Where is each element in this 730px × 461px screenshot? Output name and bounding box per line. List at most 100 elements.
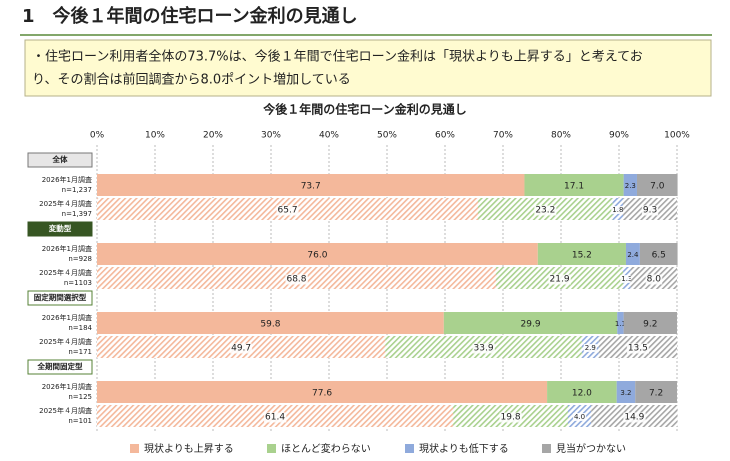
label-bg bbox=[264, 412, 287, 423]
label-bg bbox=[626, 343, 649, 354]
value-label: 29.9 bbox=[521, 320, 541, 330]
value-label: 1.8 bbox=[612, 206, 623, 214]
value-label: 33.9 bbox=[474, 344, 494, 354]
value-label: 6.5 bbox=[652, 251, 666, 261]
legend-label: 見当がつかない bbox=[556, 442, 626, 455]
group-box bbox=[27, 152, 93, 168]
value-label: 7.2 bbox=[649, 389, 663, 399]
category-label: 2025年４月調査 bbox=[39, 406, 92, 415]
value-label: 3.2 bbox=[620, 389, 631, 397]
note-line: ・住宅ローン利用者全体の73.7%は、今後１年間で住宅ローン金利は「現状よりも上… bbox=[32, 49, 643, 65]
value-label: 2.3 bbox=[625, 182, 636, 190]
bar-segment bbox=[97, 174, 525, 196]
value-label: 9.2 bbox=[643, 320, 657, 330]
note-line: り、その割合は前回調査から8.0ポイント増加している bbox=[32, 72, 351, 88]
group-label: 固定期間選択型 bbox=[34, 292, 87, 302]
value-label: 23.2 bbox=[535, 206, 555, 216]
sample-size: n=1103 bbox=[64, 279, 92, 287]
label-bg bbox=[499, 412, 522, 423]
bar-segment bbox=[97, 243, 538, 265]
bar-segment bbox=[547, 381, 617, 403]
bar-segment bbox=[625, 243, 640, 265]
legend-label: ほとんど変わらない bbox=[281, 442, 371, 455]
legend-label: 現状よりも上昇する bbox=[144, 442, 234, 455]
bar-segment bbox=[636, 174, 678, 196]
value-label: 73.7 bbox=[301, 182, 321, 192]
sample-size: n=184 bbox=[68, 324, 92, 332]
category-label: 2025年４月調査 bbox=[39, 268, 92, 277]
group-box bbox=[27, 359, 93, 375]
label-bg bbox=[534, 205, 557, 216]
x-tick-label: 30% bbox=[261, 131, 281, 141]
x-tick-label: 100% bbox=[664, 131, 690, 141]
bar-segment bbox=[97, 381, 548, 403]
value-label: 65.7 bbox=[278, 206, 298, 216]
bar-segment bbox=[635, 381, 677, 403]
bar-segment bbox=[97, 312, 444, 334]
value-label: 8.0 bbox=[647, 275, 662, 285]
note-box bbox=[24, 39, 712, 97]
category-label: 2026年1月調査 bbox=[42, 175, 92, 184]
group-label: 全期間固定型 bbox=[37, 361, 83, 371]
bar-segment bbox=[639, 243, 678, 265]
bar-segment bbox=[616, 381, 636, 403]
x-tick-label: 50% bbox=[377, 131, 397, 141]
sample-size: n=125 bbox=[68, 393, 92, 401]
page-title: 1 今後１年間の住宅ローン金利の見通し bbox=[22, 5, 358, 27]
bar-segment bbox=[443, 312, 618, 334]
value-label: 19.8 bbox=[501, 413, 521, 423]
label-bg bbox=[623, 412, 646, 423]
category-label: 2026年1月調査 bbox=[42, 313, 92, 322]
value-label: 13.5 bbox=[628, 344, 648, 354]
label-bg bbox=[276, 205, 299, 216]
group-label: 全体 bbox=[52, 154, 68, 164]
value-label: 12.0 bbox=[572, 389, 592, 399]
value-label: 4.0 bbox=[574, 413, 585, 421]
legend-swatch bbox=[267, 444, 276, 453]
x-tick-label: 80% bbox=[551, 131, 571, 141]
value-label: 2.9 bbox=[585, 344, 596, 352]
label-bg bbox=[645, 274, 663, 285]
x-tick-label: 20% bbox=[203, 131, 223, 141]
label-bg bbox=[572, 413, 587, 421]
value-label: 7.0 bbox=[650, 182, 665, 192]
value-label: 61.4 bbox=[265, 413, 285, 423]
bar-segment bbox=[524, 174, 624, 196]
value-label: 76.0 bbox=[307, 251, 327, 261]
group-label: 変動型 bbox=[49, 223, 72, 233]
category-label: 2025年４月調査 bbox=[39, 337, 92, 346]
legend-label: 現状よりも低下する bbox=[419, 442, 509, 455]
label-bg bbox=[641, 205, 659, 216]
legend-swatch bbox=[405, 444, 414, 453]
value-label: 15.2 bbox=[572, 251, 592, 261]
group-box bbox=[27, 290, 93, 306]
value-label: 21.9 bbox=[550, 275, 570, 285]
value-label: 14.9 bbox=[624, 413, 644, 423]
legend-swatch bbox=[130, 444, 139, 453]
label-bg bbox=[548, 274, 571, 285]
x-tick-label: 40% bbox=[319, 131, 339, 141]
category-label: 2025年４月調査 bbox=[39, 199, 92, 208]
bar-segment bbox=[537, 243, 626, 265]
x-tick-label: 10% bbox=[145, 131, 165, 141]
chart-title: 今後１年間の住宅ローン金利の見通し bbox=[262, 102, 466, 117]
label-bg bbox=[285, 274, 308, 285]
value-label: 17.1 bbox=[564, 182, 584, 192]
value-label: 9.3 bbox=[643, 206, 657, 216]
sample-size: n=101 bbox=[68, 417, 92, 425]
bar-segment bbox=[617, 312, 624, 334]
x-tick-label: 90% bbox=[609, 131, 629, 141]
label-bg bbox=[620, 275, 634, 283]
sample-size: n=171 bbox=[68, 348, 92, 356]
bar-segment bbox=[623, 312, 677, 334]
label-bg bbox=[472, 343, 495, 354]
label-bg bbox=[230, 343, 253, 354]
value-label: 59.8 bbox=[260, 320, 280, 330]
x-tick-label: 60% bbox=[435, 131, 455, 141]
group-box bbox=[27, 221, 93, 237]
label-bg bbox=[611, 206, 625, 214]
label-bg bbox=[583, 344, 597, 352]
value-label: 49.7 bbox=[231, 344, 251, 354]
value-label: 77.6 bbox=[312, 389, 332, 399]
